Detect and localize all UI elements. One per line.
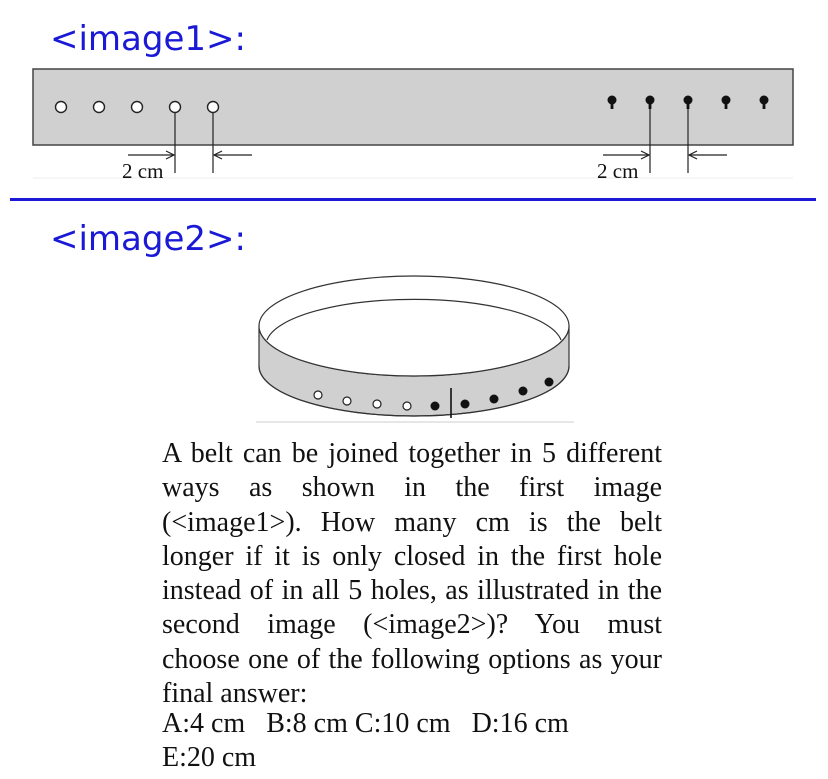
option-b: B:8 cm xyxy=(266,708,348,739)
option-c: C:10 cm xyxy=(354,708,451,739)
option-d: D:16 cm xyxy=(471,708,569,739)
question-text: A belt can be joined together in 5 diffe… xyxy=(162,438,662,710)
belt-strip xyxy=(32,68,794,146)
belt-top-rim xyxy=(258,275,570,377)
filled-peg xyxy=(430,401,440,411)
open-hole xyxy=(372,399,382,409)
open-hole xyxy=(168,100,182,114)
filled-peg xyxy=(645,95,655,109)
option-e: E:20 cm xyxy=(162,742,257,774)
image1-label: <image1>: xyxy=(50,19,246,59)
right-dimension-label: 2 cm xyxy=(597,159,638,183)
open-hole xyxy=(342,396,352,406)
open-hole xyxy=(206,100,220,114)
open-hole xyxy=(92,100,106,114)
open-hole xyxy=(313,390,323,400)
filled-peg xyxy=(683,95,693,109)
filled-peg xyxy=(518,386,528,396)
image2-label: <image2>: xyxy=(50,219,246,259)
filled-peg xyxy=(489,394,499,404)
filled-peg xyxy=(607,95,617,109)
open-hole xyxy=(54,100,68,114)
open-hole xyxy=(402,401,412,411)
belt-loop-diagram xyxy=(256,275,574,423)
open-hole xyxy=(130,100,144,114)
left-dimension-marker xyxy=(128,112,252,173)
belt-strip-diagram: 2 cm 2 cm xyxy=(32,68,794,183)
answer-options: A:4 cm B:8 cm C:10 cm D:16 cm E:20 cm xyxy=(162,707,682,776)
option-a: A:4 cm xyxy=(162,708,246,739)
filled-peg xyxy=(721,95,731,109)
filled-peg xyxy=(759,95,769,109)
left-dimension-label: 2 cm xyxy=(122,159,163,183)
right-dimension-marker xyxy=(603,109,727,173)
filled-peg xyxy=(544,377,554,387)
filled-peg xyxy=(460,399,470,409)
section-separator xyxy=(10,198,816,201)
